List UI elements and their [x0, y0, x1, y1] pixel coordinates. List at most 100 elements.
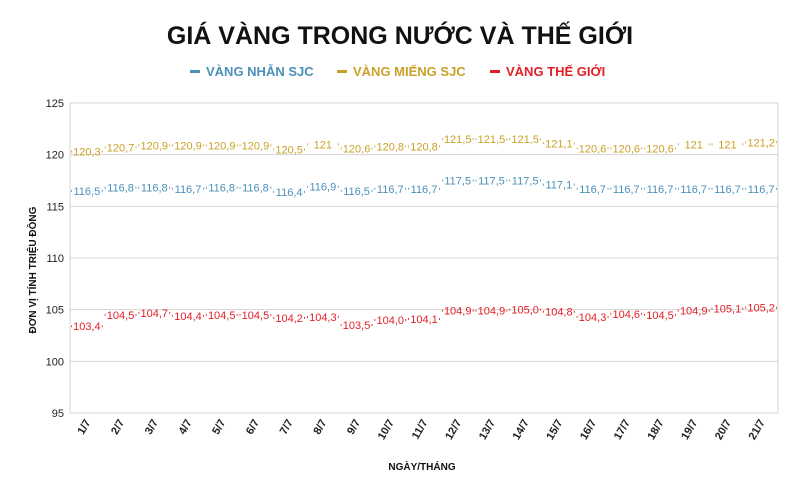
- data-label: 116,7: [579, 184, 606, 196]
- x-tick-label: 18/7: [645, 418, 666, 443]
- data-label: 116,7: [748, 184, 775, 196]
- x-tick-label: 16/7: [578, 418, 599, 443]
- data-label: 120,9: [242, 140, 270, 152]
- data-label: 103,4: [73, 321, 101, 333]
- x-tick-label: 7/7: [278, 418, 296, 437]
- data-label: 116,7: [714, 184, 741, 196]
- legend-label: VÀNG MIẾNG SJC: [353, 64, 466, 79]
- data-label: 105,0: [511, 305, 539, 317]
- data-label: 116,8: [141, 183, 168, 195]
- x-tick-label: 12/7: [443, 418, 464, 443]
- legend-label: VÀNG THẾ GIỚI: [506, 64, 605, 79]
- y-axis-ticks: 95 100 105 110 115 120 125: [46, 98, 64, 420]
- x-axis-ticks: 1/7 2/7 3/7 4/7 5/7 6/7 7/7 8/7 9/7 10/7 11/7 12/7 1…: [75, 418, 767, 443]
- legend-swatch: [190, 70, 200, 73]
- legend-swatch: [490, 70, 500, 73]
- legend-label: VÀNG NHẪN SJC: [206, 64, 314, 79]
- data-label: 116,5: [343, 186, 370, 198]
- data-label: 117,5: [444, 176, 471, 188]
- data-label: 121: [718, 139, 736, 151]
- series-lines: 116,5 116,8 116,8 116,7 116,8 116,8 116,4 116,9…: [71, 134, 777, 333]
- x-tick-label: 19/7: [679, 418, 700, 443]
- data-label: 116,9: [309, 182, 336, 194]
- series-2: 103,4 104,5 104,7 104,4 104,5 104,5 104,2 104,3…: [71, 303, 777, 333]
- data-label: 121: [685, 139, 703, 151]
- data-label: 117,5: [478, 176, 505, 188]
- data-label: 120,6: [646, 143, 674, 155]
- legend: VÀNG NHẪN SJC VÀNG MIẾNG SJC VÀNG THẾ GIỚI: [190, 64, 605, 79]
- x-tick-label: 11/7: [410, 418, 431, 442]
- data-label: 104,3: [579, 312, 607, 324]
- data-label: 104,3: [309, 312, 337, 324]
- data-label: 104,4: [174, 311, 202, 323]
- y-tick-label: 100: [46, 356, 64, 368]
- y-tick-label: 95: [52, 408, 64, 420]
- data-label: 117,1: [545, 180, 572, 192]
- data-label: 120,6: [613, 143, 641, 155]
- data-label: 121,5: [444, 134, 472, 146]
- y-tick-label: 120: [46, 150, 64, 162]
- data-label: 116,7: [680, 184, 707, 196]
- data-label: 104,5: [208, 310, 236, 322]
- y-tick-label: 110: [46, 253, 64, 265]
- data-label: 104,9: [444, 306, 472, 318]
- data-label: 116,7: [647, 184, 674, 196]
- x-tick-label: 14/7: [511, 418, 532, 443]
- y-tick-label: 105: [46, 305, 64, 317]
- x-tick-label: 13/7: [477, 418, 498, 443]
- y-tick-label: 125: [46, 98, 64, 110]
- data-label: 121,1: [545, 138, 573, 150]
- data-label: 116,7: [411, 184, 438, 196]
- data-label: 104,5: [646, 310, 674, 322]
- x-tick-label: 21/7: [747, 418, 768, 443]
- data-label: 116,8: [208, 183, 235, 195]
- data-label: 116,7: [377, 184, 404, 196]
- series-1: 120,3 120,7 120,9 120,9 120,9 120,9 120,5 121 12…: [71, 134, 777, 159]
- data-label: 121: [314, 139, 332, 151]
- data-label: 116,8: [242, 183, 269, 195]
- chart-title: GIÁ VÀNG TRONG NƯỚC VÀ THẾ GIỚI: [167, 20, 633, 50]
- data-label: 120,8: [410, 141, 438, 153]
- data-label: 104,2: [275, 313, 303, 325]
- legend-swatch: [337, 70, 347, 73]
- data-label: 121,5: [511, 134, 539, 146]
- x-tick-label: 8/7: [311, 418, 329, 437]
- data-label: 116,8: [107, 183, 134, 195]
- data-label: 104,5: [107, 310, 135, 322]
- x-tick-label: 4/7: [177, 418, 195, 437]
- data-label: 105,1: [714, 304, 742, 316]
- x-tick-label: 2/7: [109, 418, 127, 437]
- x-tick-label: 9/7: [345, 418, 363, 437]
- data-label: 120,6: [343, 143, 371, 155]
- x-tick-label: 1/7: [75, 418, 93, 437]
- data-label: 105,2: [747, 303, 775, 315]
- data-label: 104,7: [141, 308, 169, 320]
- y-axis-label: ĐƠN VỊ TÍNH TRIỆU ĐỒNG: [26, 206, 39, 333]
- data-label: 116,5: [73, 186, 100, 198]
- x-tick-label: 17/7: [612, 418, 633, 443]
- x-tick-label: 3/7: [143, 418, 161, 437]
- data-label: 104,0: [377, 315, 405, 327]
- data-label: 116,4: [276, 187, 303, 199]
- data-label: 104,5: [242, 310, 270, 322]
- x-tick-label: 10/7: [376, 418, 397, 443]
- series-0: 116,5 116,8 116,8 116,7 116,8 116,8 116,4 116,9…: [71, 176, 777, 199]
- data-label: 120,9: [174, 140, 202, 152]
- data-label: 121,2: [747, 137, 775, 149]
- x-tick-label: 6/7: [244, 418, 262, 437]
- data-label: 104,9: [478, 306, 506, 318]
- y-tick-label: 115: [46, 201, 64, 213]
- data-label: 120,6: [579, 143, 607, 155]
- data-label: 120,9: [141, 140, 169, 152]
- data-label: 120,5: [275, 145, 303, 157]
- data-label: 120,9: [208, 140, 236, 152]
- data-label: 116,7: [613, 184, 640, 196]
- data-label: 120,3: [73, 147, 101, 159]
- data-label: 104,1: [410, 314, 438, 326]
- data-label: 104,8: [545, 307, 573, 319]
- x-tick-label: 5/7: [210, 418, 228, 437]
- data-label: 120,8: [377, 141, 405, 153]
- x-axis-label: NGÀY/THÁNG: [388, 460, 455, 473]
- data-label: 104,9: [680, 306, 708, 318]
